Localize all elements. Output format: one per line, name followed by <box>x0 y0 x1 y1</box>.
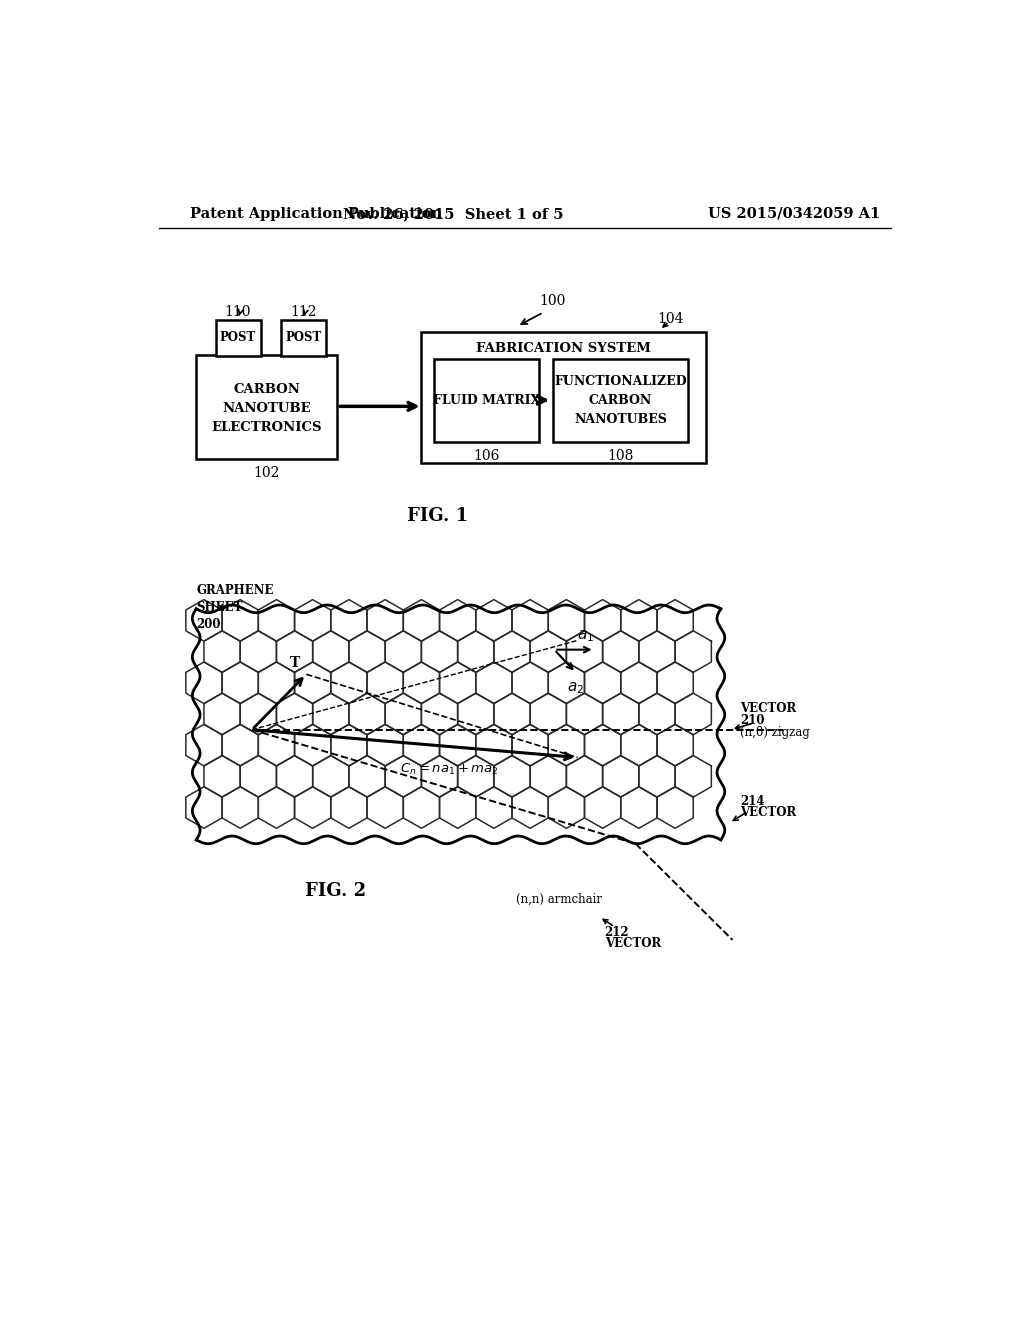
FancyBboxPatch shape <box>281 321 326 355</box>
Text: Patent Application Publication: Patent Application Publication <box>190 207 442 220</box>
FancyBboxPatch shape <box>216 321 260 355</box>
Text: $C_n = na_1 + ma_2$: $C_n = na_1 + ma_2$ <box>400 762 499 776</box>
Text: 210: 210 <box>740 714 765 727</box>
Text: GRAPHENE
SHEET
200: GRAPHENE SHEET 200 <box>197 585 273 631</box>
Text: US 2015/0342059 A1: US 2015/0342059 A1 <box>709 207 881 220</box>
Text: FIG. 1: FIG. 1 <box>408 507 469 525</box>
Text: POST: POST <box>220 331 256 345</box>
Text: 110: 110 <box>225 305 251 319</box>
Text: FLUID MATRIX: FLUID MATRIX <box>433 393 540 407</box>
Text: 104: 104 <box>657 313 684 326</box>
Text: (n,0) zigzag: (n,0) zigzag <box>740 726 810 739</box>
FancyBboxPatch shape <box>553 359 688 442</box>
Text: POST: POST <box>285 331 322 345</box>
Text: FIG. 2: FIG. 2 <box>305 883 367 900</box>
Text: 100: 100 <box>540 294 566 308</box>
Text: FUNCTIONALIZED
CARBON
NANOTUBES: FUNCTIONALIZED CARBON NANOTUBES <box>554 375 687 425</box>
Text: $a_2$: $a_2$ <box>566 680 584 696</box>
Text: (n,n) armchair: (n,n) armchair <box>515 892 601 906</box>
Text: 212: 212 <box>604 925 630 939</box>
Text: VECTOR: VECTOR <box>740 702 797 715</box>
FancyBboxPatch shape <box>434 359 539 442</box>
Text: CARBON
NANOTUBE
ELECTRONICS: CARBON NANOTUBE ELECTRONICS <box>212 383 322 434</box>
FancyBboxPatch shape <box>198 610 719 838</box>
Text: 106: 106 <box>473 449 500 462</box>
Text: 102: 102 <box>254 466 280 479</box>
FancyBboxPatch shape <box>421 331 707 462</box>
FancyBboxPatch shape <box>197 355 337 459</box>
Text: VECTOR: VECTOR <box>604 937 660 950</box>
Text: $a_1$: $a_1$ <box>577 628 594 644</box>
Text: FABRICATION SYSTEM: FABRICATION SYSTEM <box>476 342 651 355</box>
Text: 214: 214 <box>740 795 765 808</box>
Text: Nov. 26, 2015  Sheet 1 of 5: Nov. 26, 2015 Sheet 1 of 5 <box>343 207 564 220</box>
Text: T: T <box>290 656 300 669</box>
Text: VECTOR: VECTOR <box>740 807 797 820</box>
Text: 108: 108 <box>607 449 634 462</box>
Text: 112: 112 <box>290 305 316 319</box>
